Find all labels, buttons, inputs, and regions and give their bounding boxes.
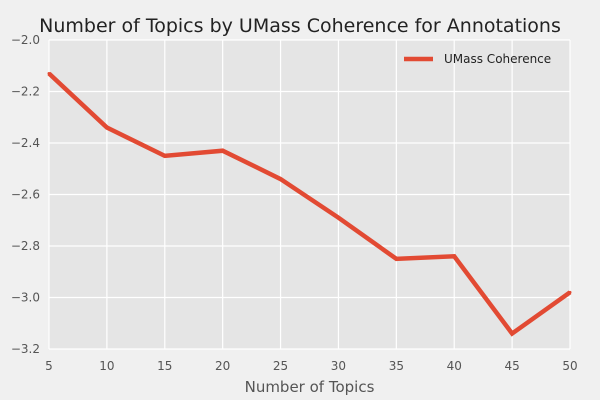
y-tick-label: −3.0 (11, 291, 40, 305)
y-tick-label: −2.0 (11, 33, 40, 47)
x-tick-label: 15 (157, 359, 172, 373)
data-point (336, 216, 340, 220)
grid-lines (48, 39, 571, 350)
data-point (394, 257, 398, 261)
y-tick-label: −3.2 (11, 342, 40, 356)
x-tick-label: 40 (447, 359, 462, 373)
legend: UMass Coherence (404, 52, 551, 66)
x-tick-label: 25 (273, 359, 288, 373)
x-tick-label: 35 (389, 359, 404, 373)
data-point (452, 254, 456, 258)
tick-labels: 5 10 15 20 25 30 35 40 45 50 −2.0 −2.2 −2.4 −2.6 −2.8 −… (11, 33, 578, 373)
data-point (279, 177, 283, 181)
y-tick-label: −2.4 (11, 136, 40, 150)
data-point (105, 126, 109, 130)
series-line (47, 71, 572, 337)
y-tick-label: −2.6 (11, 188, 40, 202)
data-point (568, 290, 572, 294)
data-point (47, 71, 51, 75)
data-point (510, 332, 514, 336)
y-tick-label: −2.2 (11, 85, 40, 99)
chart-title: Number of Topics by UMass Coherence for … (39, 15, 561, 37)
data-point (221, 149, 225, 153)
legend-label: UMass Coherence (444, 52, 551, 66)
x-axis-title: Number of Topics (245, 378, 375, 396)
series-layer (47, 71, 572, 337)
x-tick-label: 10 (99, 359, 114, 373)
x-tick-label: 5 (45, 359, 53, 373)
x-tick-label: 30 (331, 359, 346, 373)
x-tick-label: 20 (215, 359, 230, 373)
x-tick-label: 50 (562, 359, 577, 373)
x-tick-label: 45 (504, 359, 519, 373)
y-tick-label: −2.8 (11, 239, 40, 253)
data-point (163, 154, 167, 158)
